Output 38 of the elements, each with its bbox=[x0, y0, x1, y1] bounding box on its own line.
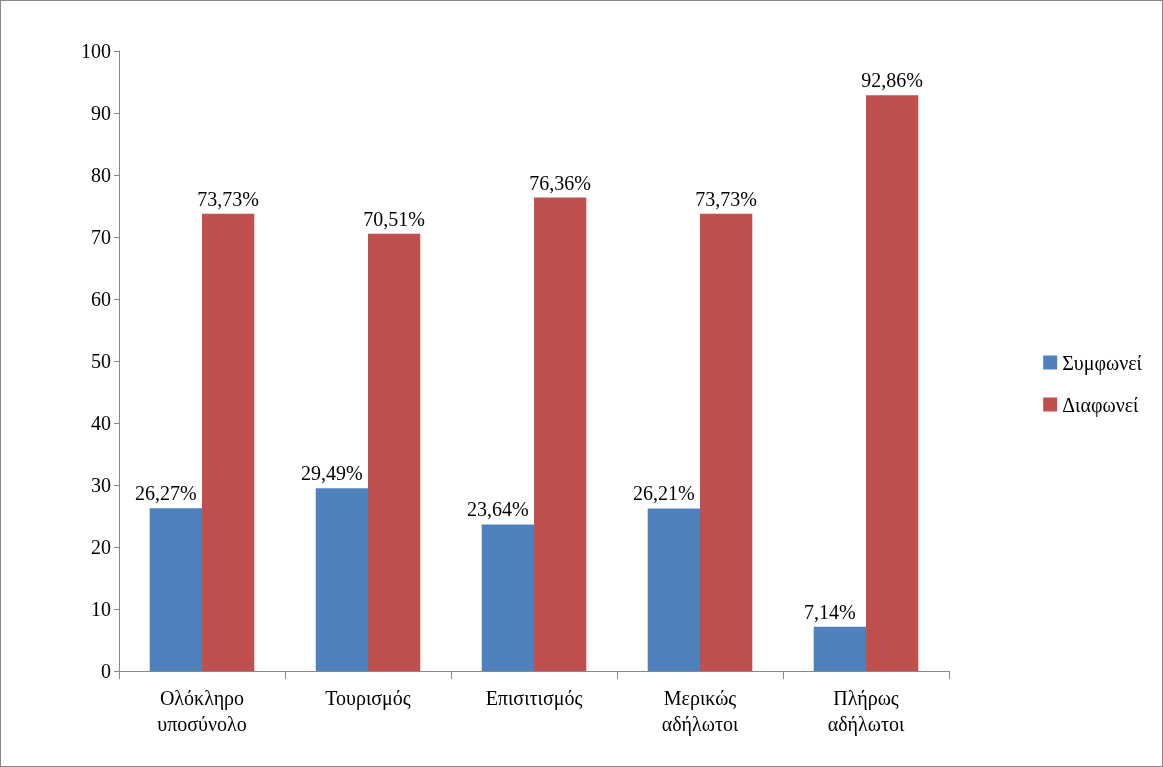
data-label: 23,64% bbox=[467, 498, 529, 521]
y-tick-label: 100 bbox=[81, 40, 111, 62]
data-label: 26,21% bbox=[633, 482, 695, 505]
bar bbox=[202, 213, 255, 671]
bar bbox=[700, 213, 753, 671]
bar bbox=[149, 508, 202, 671]
x-tick-label: Τουρισμός bbox=[325, 687, 411, 710]
bar bbox=[315, 488, 368, 671]
y-tick-label: 60 bbox=[91, 288, 111, 310]
bar bbox=[866, 95, 919, 671]
y-tick-label: 10 bbox=[91, 598, 111, 620]
data-label: 92,86% bbox=[861, 69, 923, 92]
data-label: 73,73% bbox=[197, 187, 259, 210]
data-label: 26,27% bbox=[135, 482, 197, 505]
bar bbox=[647, 508, 700, 671]
data-label: 7,14% bbox=[804, 600, 856, 623]
y-tick-label: 30 bbox=[91, 474, 111, 496]
data-label: 29,49% bbox=[301, 462, 363, 485]
bar bbox=[813, 626, 866, 671]
data-label: 70,51% bbox=[363, 207, 425, 230]
y-tick-label: 20 bbox=[91, 536, 111, 558]
data-label: 73,73% bbox=[695, 187, 757, 210]
bar bbox=[368, 233, 421, 671]
bar bbox=[534, 197, 587, 671]
y-tick-label: 80 bbox=[91, 164, 111, 186]
data-label: 76,36% bbox=[529, 171, 591, 194]
x-tick-label: Μερικώς αδήλωτοι bbox=[661, 687, 739, 736]
y-tick-label: 90 bbox=[91, 102, 111, 124]
x-tick-label: Πλήρως αδήλωτοι bbox=[827, 687, 905, 736]
legend-label: Διαφωνεί bbox=[1062, 393, 1140, 417]
y-tick-label: 50 bbox=[91, 350, 111, 372]
legend-label: Συμφωνεί bbox=[1062, 351, 1143, 375]
y-tick-label: 70 bbox=[91, 226, 111, 248]
y-tick-label: 0 bbox=[101, 660, 111, 682]
bar bbox=[481, 524, 534, 671]
x-tick-label: Ολόκληρο υποσύνολο bbox=[157, 687, 247, 735]
y-tick-label: 40 bbox=[91, 412, 111, 434]
x-tick-label: Επισιτισμός bbox=[485, 687, 583, 710]
